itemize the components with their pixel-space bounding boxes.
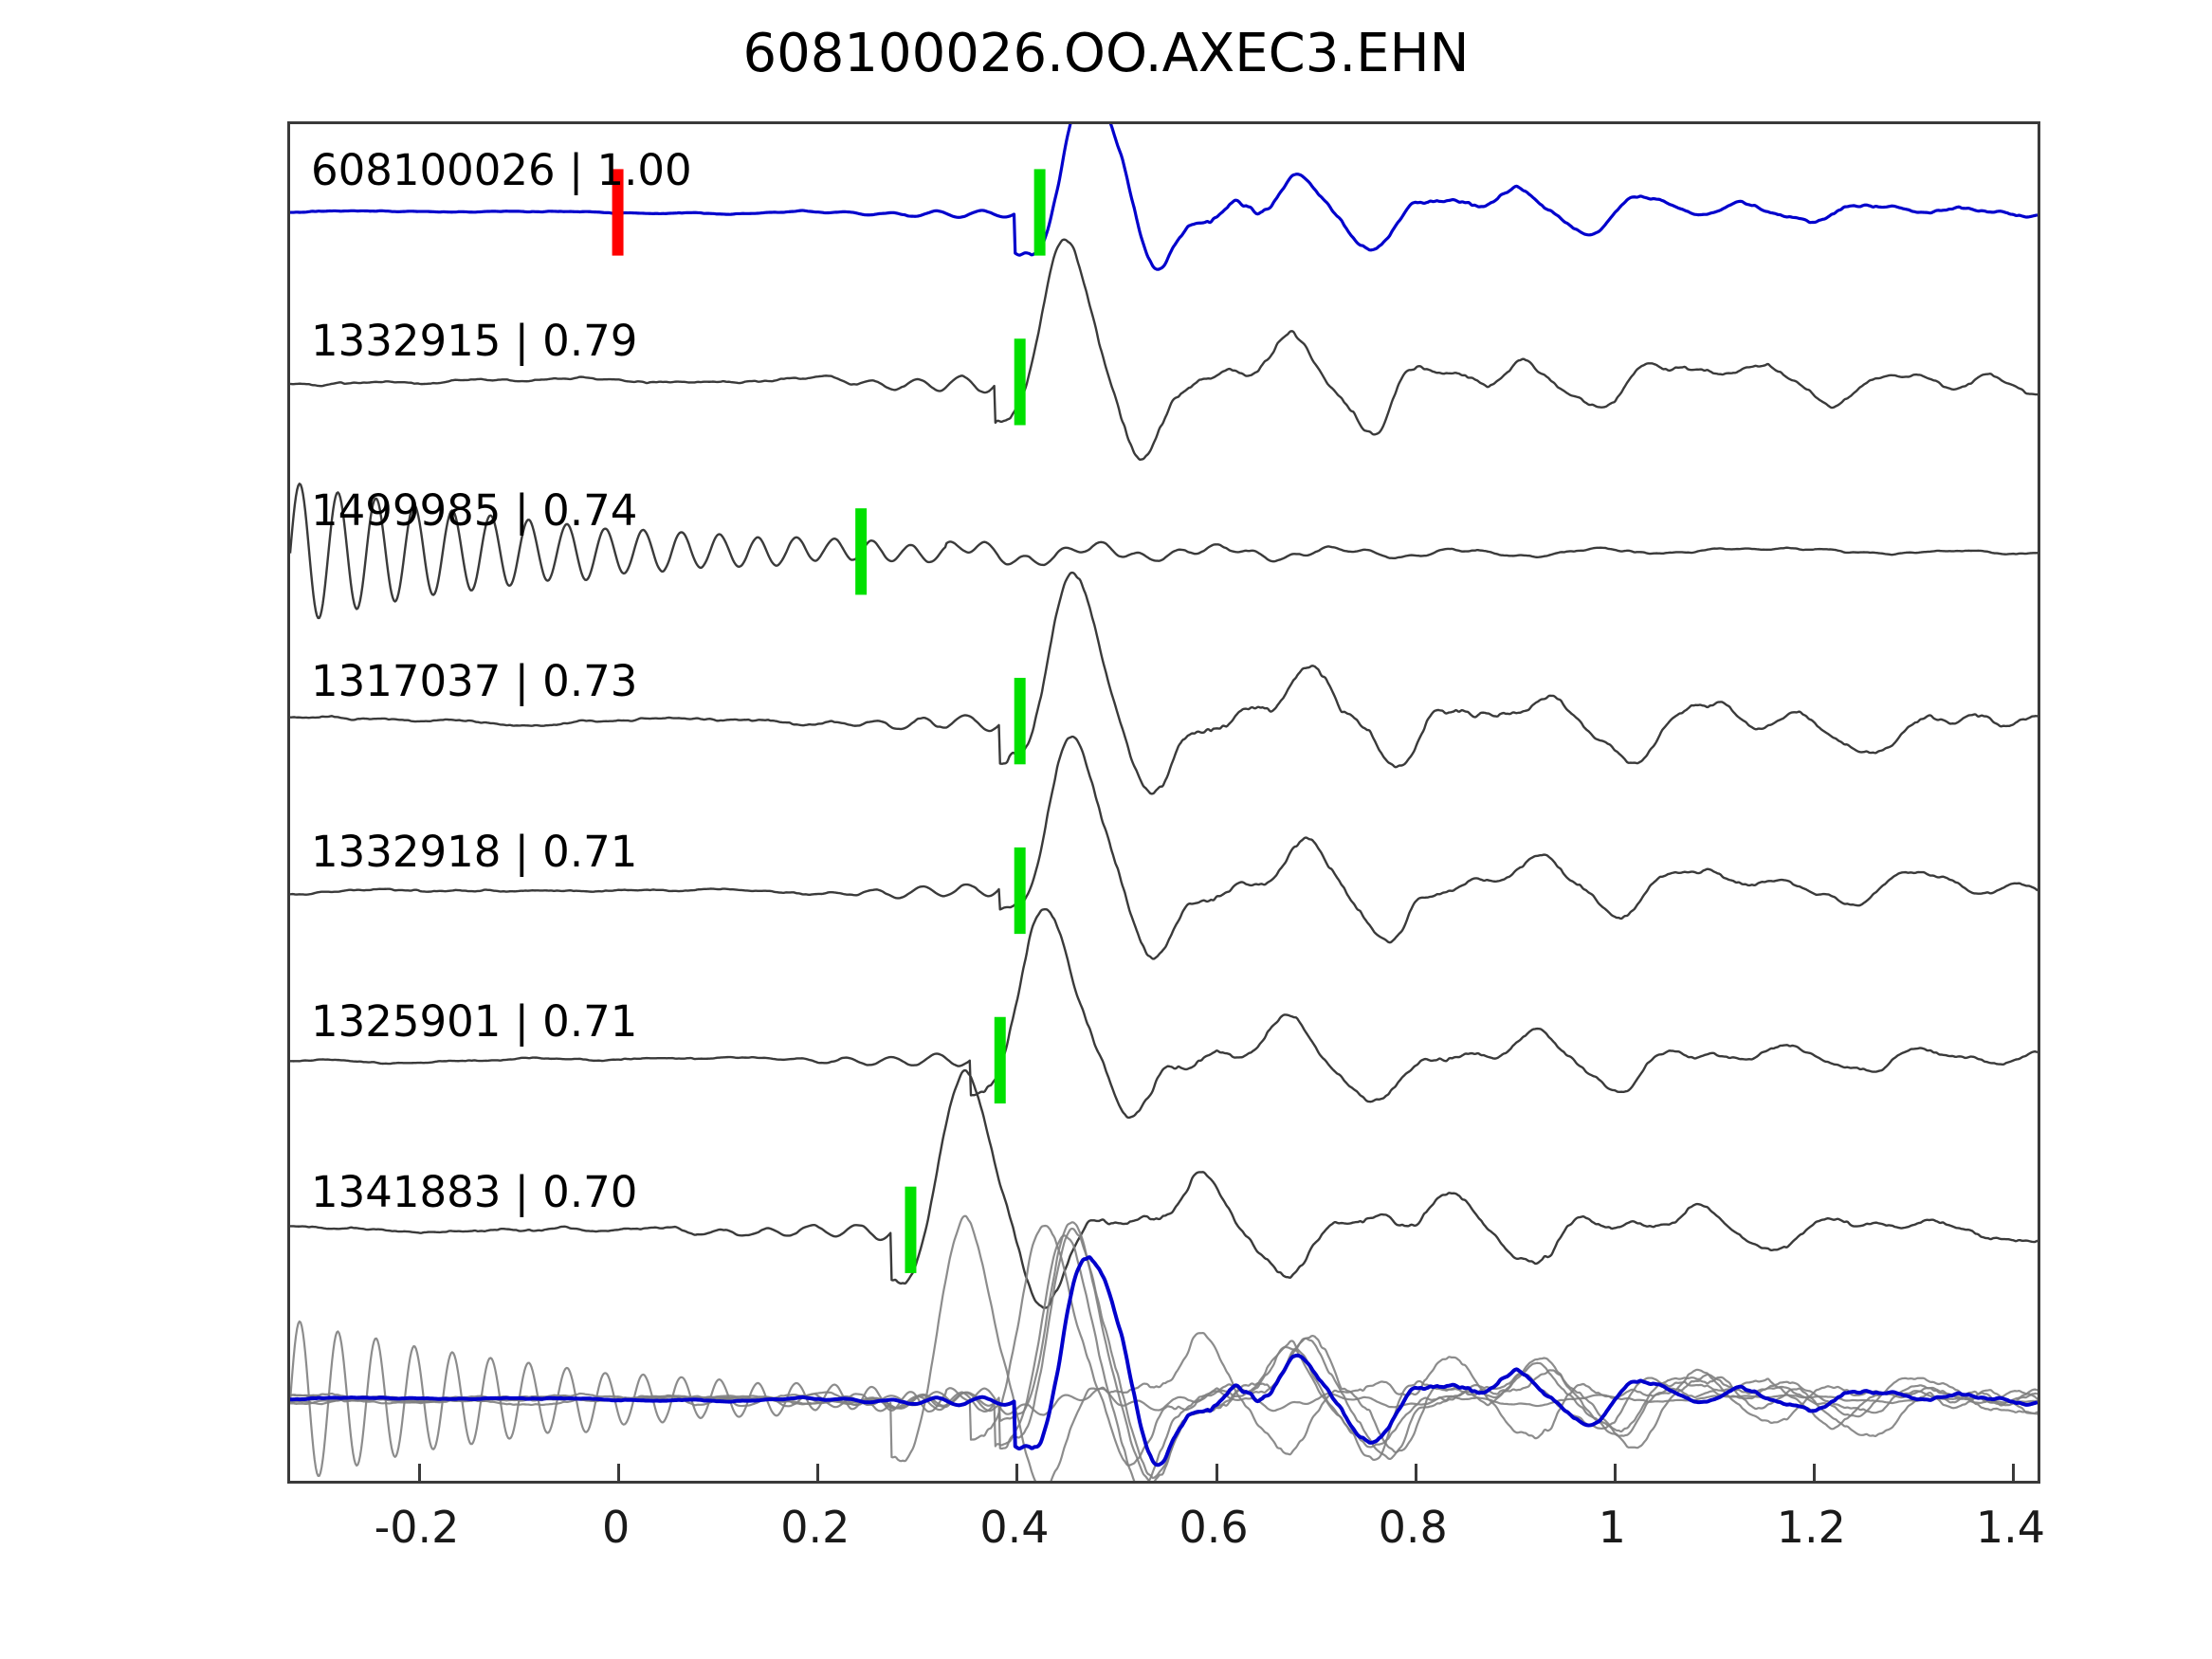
stacked-trace-1341883: [290, 1214, 2038, 1481]
xtick-mark-2: [816, 1464, 820, 1481]
waveform-trace-1332915: [290, 238, 2038, 462]
waveform-canvas: [290, 124, 2038, 1481]
waveform-trace-1499985: [290, 483, 2038, 620]
xtick-mark-6: [1613, 1464, 1617, 1481]
xtick-label-2: 0.2: [780, 1502, 850, 1553]
trace-label-1341883: 1341883 | 0.70: [311, 1166, 638, 1217]
trace-label-608100026: 608100026 | 1.00: [311, 145, 692, 196]
xtick-label-7: 1.2: [1776, 1502, 1846, 1553]
xtick-mark-0: [418, 1464, 422, 1481]
plot-area: [287, 121, 2040, 1484]
xtick-label-6: 1: [1598, 1502, 1626, 1553]
stacked-trace-1332915: [290, 1234, 2038, 1481]
xtick-mark-5: [1414, 1464, 1417, 1481]
xtick-label-8: 1.4: [1975, 1502, 2046, 1553]
x-axis: -0.2 0 0.2 0.4 0.6 0.8 1 1.2 1.4: [287, 1498, 2045, 1564]
detection-pick-marker-1332918: [1014, 847, 1026, 935]
stacked-trace-1332918: [290, 1221, 2038, 1479]
page-title: 608100026.OO.AXEC3.EHN: [742, 23, 1470, 84]
xtick-label-5: 0.8: [1378, 1502, 1448, 1553]
trace-label-1332918: 1332918 | 0.71: [311, 826, 638, 877]
xtick-label-3: 0.4: [979, 1502, 1050, 1553]
detection-pick-marker-1341883: [905, 1186, 917, 1273]
detection-pick-marker-608100026: [1033, 169, 1046, 256]
xtick-mark-4: [1215, 1464, 1218, 1481]
detection-pick-marker-1325901: [994, 1016, 1006, 1103]
stacked-trace-1325901: [290, 1224, 2038, 1467]
waveform-trace-1317037: [290, 571, 2038, 795]
detection-pick-marker-1317037: [1014, 678, 1026, 765]
waveform-trace-1325901: [290, 907, 2038, 1120]
detection-pick-marker-1332915: [1014, 338, 1026, 426]
xtick-label-4: 0.6: [1179, 1502, 1249, 1553]
trace-label-1325901: 1325901 | 0.71: [311, 996, 638, 1048]
trace-label-1317037: 1317037 | 0.73: [311, 656, 638, 707]
stacked-trace-template: [290, 1255, 2038, 1468]
xtick-mark-3: [1015, 1464, 1019, 1481]
xtick-mark-7: [1812, 1464, 1816, 1481]
xtick-mark-8: [2011, 1464, 2015, 1481]
waveform-trace-1341883: [290, 1068, 2038, 1309]
reference-pick-marker-608100026: [612, 169, 624, 256]
xtick-label-1: 0: [602, 1502, 631, 1553]
detection-pick-marker-1499985: [855, 508, 868, 595]
xtick-mark-1: [617, 1464, 621, 1481]
xtick-label-0: -0.2: [374, 1502, 460, 1553]
waveform-trace-608100026: [290, 124, 2038, 271]
trace-label-1332915: 1332915 | 0.79: [311, 315, 638, 366]
trace-label-1499985: 1499985 | 0.74: [311, 485, 638, 537]
waveform-trace-1332918: [290, 735, 2038, 960]
